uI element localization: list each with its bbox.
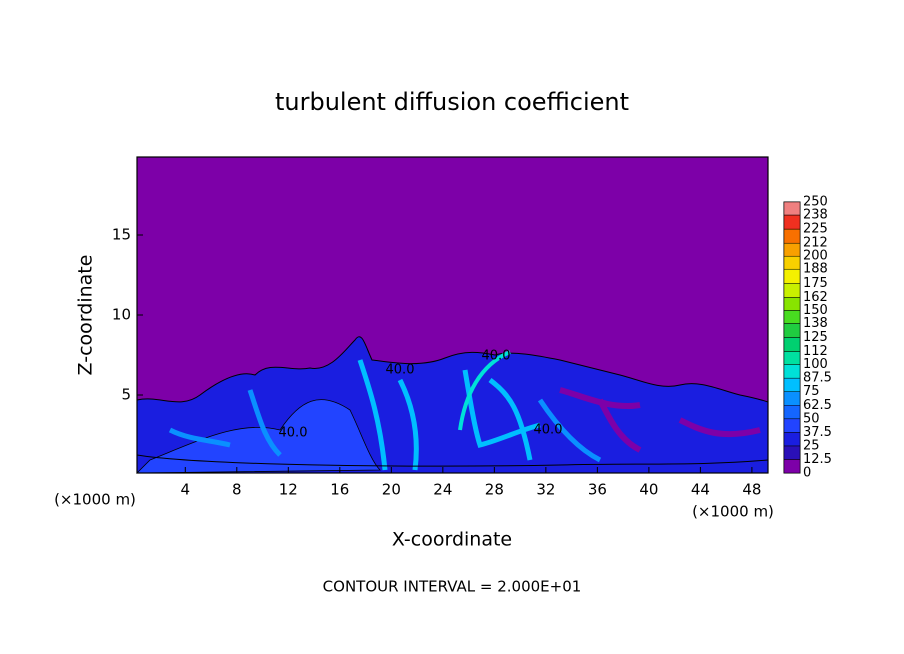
- colorbar-label: 150: [803, 303, 828, 318]
- colorbar-label: 100: [803, 357, 828, 372]
- colorbar-label: 238: [803, 208, 828, 223]
- y-tick-label: 5: [121, 386, 131, 404]
- colorbar-label: 212: [803, 236, 828, 251]
- colorbar-swatch: [783, 268, 801, 284]
- x-unit: (×1000 m): [54, 491, 136, 509]
- contour-label: 40.0: [534, 423, 563, 438]
- colorbar-swatch: [783, 364, 801, 379]
- colorbar-label: 125: [803, 330, 828, 345]
- colorbar-swatch: [783, 391, 801, 406]
- x-tick-label: 16: [330, 481, 349, 499]
- x-tick-label: 24: [433, 481, 452, 499]
- colorbar-swatch: [783, 337, 801, 352]
- x-unit: (×1000 m): [692, 503, 774, 521]
- colorbar-label: 138: [803, 316, 828, 331]
- colorbar-label: 175: [803, 276, 828, 291]
- colorbar-label: 162: [803, 290, 828, 305]
- colorbar-swatch: [783, 377, 801, 392]
- colorbar-label: 50: [803, 411, 820, 426]
- colorbar-label: 87.5: [803, 371, 832, 386]
- colorbar-label: 200: [803, 249, 828, 264]
- colorbar-label: 75: [803, 384, 820, 399]
- colorbar-swatch: [783, 283, 801, 298]
- contour-label: 40.0: [279, 426, 308, 441]
- colorbar-label: 0: [803, 466, 811, 481]
- colorbar-swatch: [783, 405, 801, 420]
- colorbar-label: 12.5: [803, 452, 832, 467]
- colorbar-swatch: [783, 323, 801, 338]
- colorbar-swatch: [783, 310, 801, 324]
- colorbar-swatch: [783, 214, 801, 230]
- colorbar-swatch: [783, 445, 801, 460]
- colorbar-swatch: [783, 242, 801, 257]
- colorbar-label: 25: [803, 438, 820, 453]
- colorbar-swatch: [783, 255, 801, 270]
- colorbar-label: 250: [803, 195, 828, 210]
- x-tick-label: 44: [691, 481, 710, 499]
- x-tick-label: 12: [279, 481, 298, 499]
- x-tick-label: 4: [181, 481, 191, 499]
- colorbar-swatch: [783, 432, 801, 447]
- x-axis-label: X-coordinate: [392, 529, 512, 551]
- y-tick-label: 10: [112, 306, 131, 324]
- x-tick-label: 48: [742, 481, 761, 499]
- colorbar-label: 62.5: [803, 398, 832, 413]
- x-tick-label: 40: [639, 481, 658, 499]
- x-tick-label: 36: [588, 481, 607, 499]
- colorbar-swatch: [783, 351, 801, 365]
- colorbar-swatch: [783, 297, 801, 311]
- x-tick-label: 20: [382, 481, 401, 499]
- x-tick-label: 28: [485, 481, 504, 499]
- colorbar-label: 37.5: [803, 425, 832, 440]
- colorbar-label: 188: [803, 262, 828, 277]
- contour-label: 40.0: [482, 349, 511, 364]
- colorbar-label: 112: [803, 344, 828, 359]
- x-tick-label: 32: [536, 481, 555, 499]
- contour-label: 40.0: [386, 363, 415, 378]
- colorbar-swatch: [783, 459, 801, 474]
- x-tick-label: 8: [232, 481, 242, 499]
- colorbar-swatch: [783, 228, 801, 244]
- footnote: CONTOUR INTERVAL = 2.000E+01: [323, 578, 582, 596]
- colorbar-swatch: [783, 201, 801, 216]
- y-axis-label: Z-coordinate: [75, 255, 97, 376]
- colorbar-swatch: [783, 418, 801, 433]
- chart-title: turbulent diffusion coefficient: [275, 88, 629, 116]
- colorbar-label: 225: [803, 222, 828, 237]
- field: [136, 157, 769, 474]
- y-tick-label: 15: [112, 226, 131, 244]
